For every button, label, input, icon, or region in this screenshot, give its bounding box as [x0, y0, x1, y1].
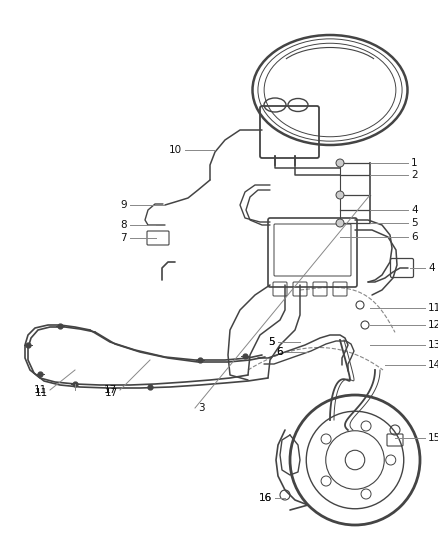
- Text: 5: 5: [411, 218, 417, 228]
- Text: 6: 6: [276, 347, 283, 357]
- Circle shape: [336, 159, 344, 167]
- Text: 10: 10: [169, 145, 182, 155]
- Text: 17: 17: [105, 388, 118, 398]
- Text: 16: 16: [259, 493, 272, 503]
- Text: 8: 8: [120, 220, 127, 230]
- Text: 5: 5: [268, 337, 275, 347]
- Text: 5: 5: [268, 337, 275, 347]
- Text: 2: 2: [411, 170, 417, 180]
- Circle shape: [336, 219, 344, 227]
- Text: 11: 11: [35, 388, 48, 398]
- Text: 4: 4: [428, 263, 434, 273]
- Text: 12: 12: [428, 320, 438, 330]
- Text: 9: 9: [120, 200, 127, 210]
- Text: 13: 13: [428, 340, 438, 350]
- Circle shape: [336, 191, 344, 199]
- Text: 1: 1: [411, 158, 417, 168]
- Text: 14: 14: [428, 360, 438, 370]
- Text: 17: 17: [104, 385, 117, 395]
- Text: 4: 4: [411, 205, 417, 215]
- Text: 6: 6: [276, 347, 283, 357]
- Text: 11: 11: [34, 385, 47, 395]
- Text: 15: 15: [428, 433, 438, 443]
- Text: 3: 3: [198, 403, 205, 413]
- Text: 6: 6: [411, 232, 417, 242]
- Text: 7: 7: [120, 233, 127, 243]
- Text: 16: 16: [259, 493, 272, 503]
- Text: 11: 11: [428, 303, 438, 313]
